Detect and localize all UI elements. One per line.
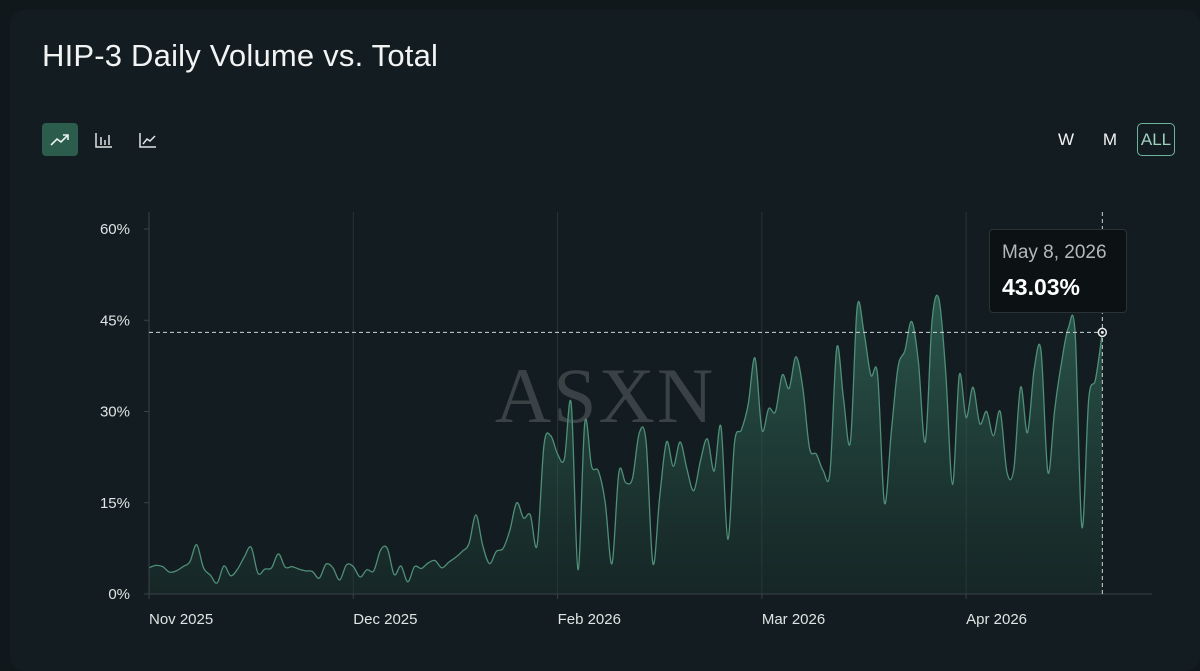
trend-up-icon — [50, 133, 69, 146]
range-week-button[interactable]: W — [1057, 129, 1075, 149]
bar-chart-icon — [95, 132, 112, 148]
y-tick-label: 15% — [100, 495, 130, 512]
x-tick-label: Mar 2026 — [762, 611, 825, 628]
x-tick-label: Dec 2025 — [353, 611, 417, 628]
x-tick-label: Nov 2025 — [149, 611, 213, 628]
area-fill — [149, 295, 1103, 594]
tooltip-date: May 8, 2026 — [1002, 242, 1107, 263]
y-tick-label: 45% — [100, 312, 130, 329]
line-chart-button[interactable] — [130, 123, 166, 156]
y-tick-label: 0% — [108, 586, 130, 603]
range-all-button[interactable]: ALL — [1137, 123, 1175, 156]
bar-chart-button[interactable] — [86, 123, 122, 156]
page-title: HIP-3 Daily Volume vs. Total — [42, 38, 439, 73]
area-chart-button[interactable] — [42, 123, 78, 156]
range-month-button[interactable]: M — [1102, 129, 1118, 149]
series-line — [148, 294, 1103, 584]
hover-point-center — [1100, 330, 1104, 334]
y-tick-label: 60% — [100, 221, 130, 238]
watermark: ASXN — [495, 352, 715, 439]
x-tick-label: Apr 2026 — [966, 611, 1027, 628]
hover-tooltip: May 8, 2026 43.03% — [989, 229, 1127, 313]
line-chart-icon — [139, 132, 156, 148]
y-tick-label: 30% — [100, 404, 130, 421]
x-tick-label: Feb 2026 — [558, 611, 621, 628]
tooltip-value: 43.03% — [1002, 274, 1081, 300]
